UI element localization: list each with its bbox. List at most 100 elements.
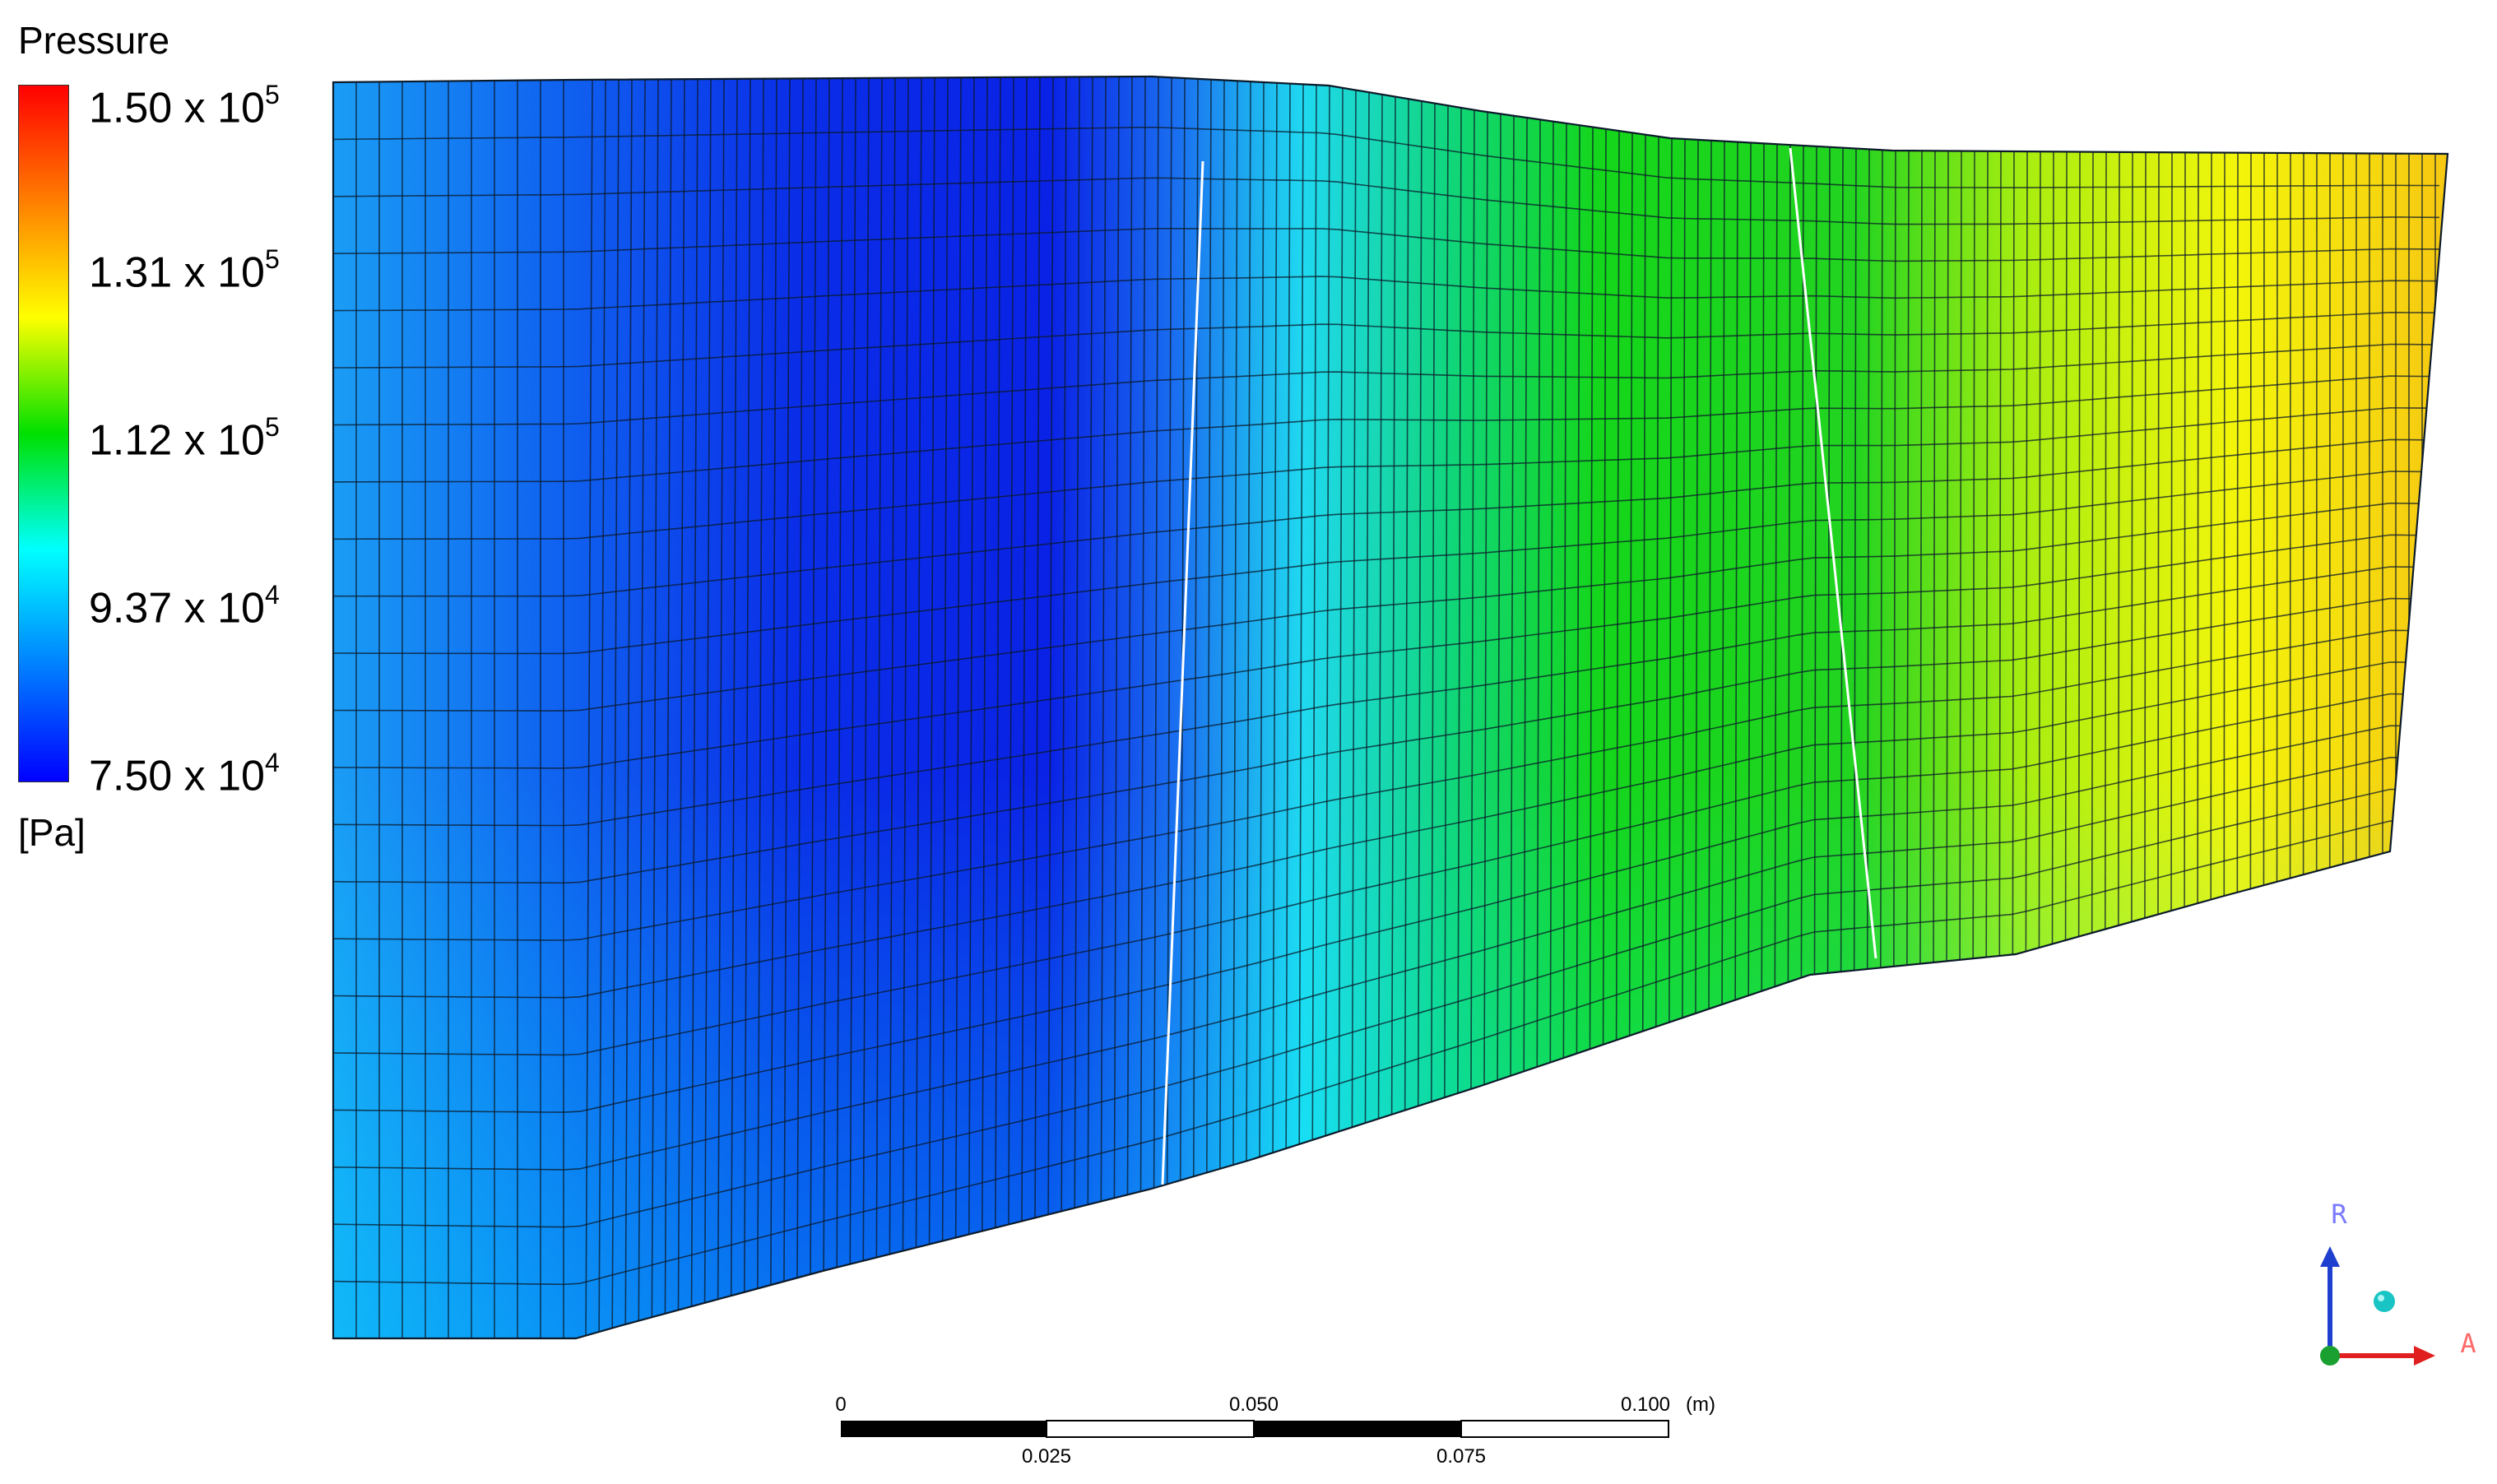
- mesh-line-radial: [968, 77, 975, 1236]
- mesh-line-radial: [2012, 149, 2015, 957]
- mesh-line-radial: [1682, 137, 1686, 1019]
- mesh-line-radial: [862, 77, 870, 1262]
- mesh-line-radial: [611, 77, 620, 1329]
- triad-ball-icon: [2374, 1291, 2395, 1312]
- triad-origin-icon: [2320, 1346, 2340, 1366]
- scale-bar: 0 0.050 0.100 (m) 0.025 0.075: [835, 1394, 1715, 1468]
- mesh-line-radial: [783, 77, 791, 1282]
- mesh-line-radial: [1946, 149, 1949, 963]
- mesh-line-streamwise: [333, 629, 2440, 941]
- mesh-line-radial: [1113, 77, 1120, 1199]
- mesh-line-radial: [1047, 77, 1054, 1216]
- mesh-line-streamwise: [333, 502, 2440, 712]
- mesh-grid: [333, 77, 2440, 1338]
- mesh-line-radial: [1641, 132, 1646, 1032]
- mesh-line-radial: [677, 77, 685, 1310]
- mesh-line-radial: [1457, 105, 1462, 1094]
- mesh-line-radial: [1100, 77, 1107, 1203]
- mesh-line-radial: [690, 77, 699, 1307]
- mesh-line-radial: [796, 77, 804, 1278]
- mesh-line-radial: [1761, 141, 1765, 992]
- mesh-line-radial: [836, 77, 843, 1268]
- mesh-line-streamwise: [333, 311, 2440, 369]
- mesh-line-radial: [2184, 151, 2186, 909]
- mesh-line-radial: [2064, 150, 2068, 942]
- mesh-line-radial: [2104, 150, 2107, 931]
- mesh-line-radial: [585, 77, 593, 1336]
- scale-bar-segment-1: [841, 1421, 1047, 1437]
- mesh-line-streamwise: [333, 725, 2440, 1113]
- mesh-line-radial: [941, 77, 949, 1242]
- mesh-line-radial: [1232, 79, 1238, 1166]
- legend-tick-4: 9.37 x 104: [89, 580, 280, 633]
- mesh-line-radial: [1933, 149, 1936, 964]
- mesh-line-radial: [1087, 77, 1093, 1206]
- mesh-line-radial: [1853, 146, 1857, 972]
- mesh-line-radial: [664, 77, 672, 1314]
- legend-unit: [Pa]: [18, 811, 86, 854]
- mesh-line-radial: [1721, 139, 1725, 1006]
- mesh-line-radial: [1774, 142, 1778, 988]
- mesh-line-streamwise: [333, 661, 2440, 999]
- scale-label-0-075: 0.075: [1436, 1445, 1486, 1468]
- mesh-line-radial: [1800, 143, 1804, 979]
- mesh-line-streamwise: [333, 756, 2440, 1171]
- mesh-line-radial: [1998, 149, 2002, 958]
- mesh-line-streamwise: [333, 438, 2440, 597]
- mesh-line-radial: [995, 77, 1001, 1229]
- axis-triad[interactable]: R A: [2320, 1199, 2476, 1366]
- mesh-line-radial: [703, 77, 712, 1303]
- mesh-line-radial: [2025, 150, 2028, 953]
- mesh-line-streamwise: [333, 534, 2440, 769]
- mesh-line-radial: [954, 77, 962, 1239]
- mesh-line-radial: [2170, 151, 2173, 912]
- mesh-line-radial: [1021, 77, 1028, 1222]
- mesh-line-radial: [1602, 127, 1607, 1046]
- mesh-line-radial: [1919, 149, 1923, 966]
- mesh-line-radial: [1589, 125, 1594, 1050]
- mesh-line-streamwise: [333, 597, 2440, 884]
- mesh-line-radial: [1813, 144, 1817, 976]
- scale-bar-segment-4: [1460, 1420, 1669, 1438]
- mesh-line-radial: [1126, 77, 1133, 1196]
- mesh-line-streamwise: [333, 228, 2440, 262]
- mesh-line-radial: [2131, 150, 2133, 924]
- mesh-line-streamwise: [333, 566, 2440, 827]
- legend-title: Pressure: [18, 19, 170, 62]
- mesh-line-streamwise: [333, 693, 2440, 1056]
- scale-bar-segment-2: [1046, 1420, 1255, 1438]
- scale-label-0-100: 0.100: [1621, 1394, 1670, 1416]
- mesh-line-radial: [1747, 141, 1752, 997]
- blade-row-interface-1: [1161, 160, 1204, 1185]
- mesh-line-radial: [1483, 110, 1488, 1086]
- mesh-line-radial: [889, 77, 896, 1255]
- mesh-line-radial: [1179, 77, 1186, 1181]
- mesh-line-radial: [1840, 146, 1844, 974]
- mesh-line-radial: [1893, 149, 1896, 968]
- legend-tick-max: 1.50 x 105: [89, 80, 280, 132]
- mesh-line-radial: [1074, 77, 1080, 1209]
- mesh-line-radial: [1972, 149, 1975, 961]
- mesh-line-radial: [1206, 77, 1212, 1174]
- scale-label-0-050: 0.050: [1229, 1394, 1279, 1416]
- mesh-line-radial: [1192, 77, 1199, 1177]
- mesh-line-radial: [1549, 119, 1554, 1064]
- mesh-line-radial: [1034, 77, 1041, 1219]
- mesh-line-radial: [1615, 129, 1620, 1041]
- legend-colorbar: [18, 85, 69, 782]
- mesh-line-radial: [1628, 131, 1633, 1036]
- mesh-line-streamwise: [333, 276, 2440, 312]
- mesh-line-radial: [757, 77, 764, 1289]
- mesh-line-radial: [624, 77, 633, 1324]
- mesh-line-radial: [1655, 134, 1659, 1028]
- mesh-line-radial: [1906, 149, 1910, 967]
- mesh-line-radial: [849, 77, 856, 1265]
- mesh-line-radial: [810, 77, 817, 1275]
- mesh-line-radial: [1734, 140, 1738, 1001]
- mesh-line-streamwise: [333, 406, 2440, 540]
- mesh-line-radial: [717, 77, 725, 1300]
- legend-tick-2: 1.31 x 105: [89, 244, 280, 297]
- mesh-line-radial: [1787, 143, 1791, 984]
- mesh-line-streamwise: [333, 375, 2440, 483]
